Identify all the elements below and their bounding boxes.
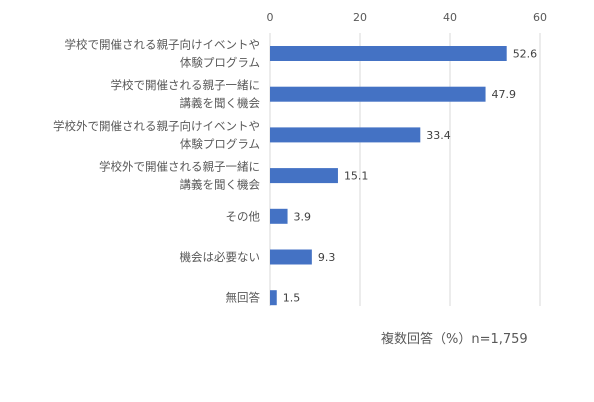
category-label: 講義を聞く機会 (180, 178, 261, 192)
category-label: 学校外で開催される親子一緒に (99, 160, 260, 174)
bar (270, 249, 312, 265)
respondent-note: 複数回答（%）n=1,759 (381, 332, 528, 347)
category-label: その他 (226, 209, 261, 223)
x-tick-label: 40 (443, 11, 457, 24)
category-labels: 学校で開催される親子向けイベントや体験プログラム学校で開催される親子一緒に講義を… (53, 38, 260, 305)
bar (270, 208, 288, 224)
category-label: 体験プログラム (180, 56, 260, 70)
bars (270, 46, 507, 306)
category-label: 学校で開催される親子向けイベントや (65, 38, 261, 52)
category-label: 講義を聞く機会 (180, 96, 261, 110)
data-label: 47.9 (492, 88, 517, 101)
data-label: 1.5 (283, 292, 301, 305)
category-label: 体験プログラム (180, 137, 260, 151)
data-label: 33.4 (426, 129, 451, 142)
category-label: 学校で開催される親子一緒に (111, 78, 261, 92)
data-labels: 52.6 47.9 33.4 15.1 3.9 9.3 1.5 (283, 48, 537, 305)
data-label: 15.1 (344, 170, 369, 183)
bar (270, 86, 486, 102)
bar (270, 168, 338, 184)
category-label: 機会は必要ない (180, 250, 261, 264)
x-tick-label: 0 (267, 11, 274, 24)
data-label: 52.6 (513, 48, 538, 61)
bar (270, 290, 277, 306)
data-label: 9.3 (318, 251, 336, 264)
x-tick-label: 20 (353, 11, 367, 24)
category-label: 無回答 (226, 291, 261, 305)
x-axis-ticks: 0 20 40 60 (267, 11, 548, 24)
category-label: 学校外で開催される親子向けイベントや (53, 119, 260, 133)
data-label: 3.9 (294, 210, 312, 223)
x-tick-label: 60 (533, 11, 547, 24)
bar (270, 127, 421, 143)
bar (270, 46, 507, 61)
